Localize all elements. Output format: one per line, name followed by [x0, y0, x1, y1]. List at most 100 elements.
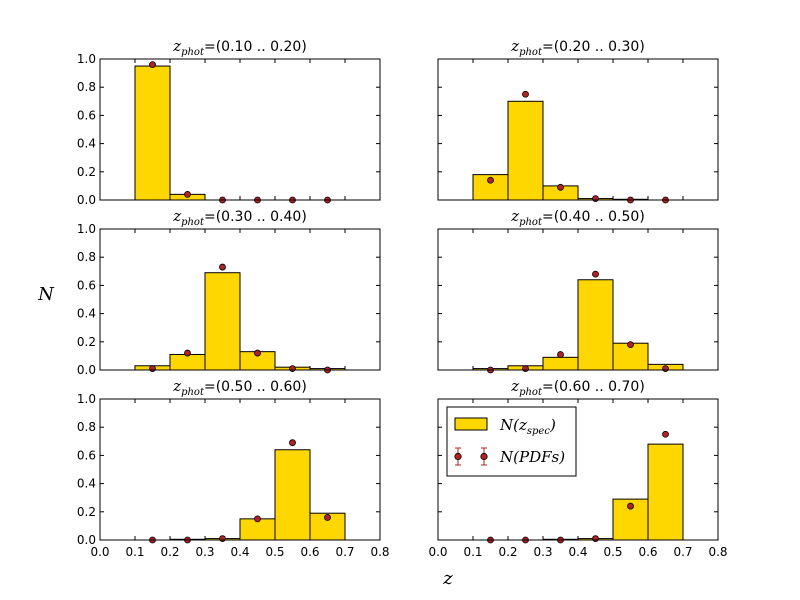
- point-2-2: [522, 90, 529, 98]
- point-6-6: [662, 430, 669, 438]
- title-z: z: [510, 37, 519, 55]
- y-tick-label: 1.0: [77, 392, 96, 406]
- title-range: =(0.60 .. 0.70): [542, 379, 645, 395]
- panel-4: zphot=(0.40 .. 0.50): [437, 207, 719, 374]
- point-5-3: [219, 535, 226, 542]
- title-z: z: [510, 377, 519, 395]
- y-tick-label: 0.0: [77, 193, 96, 207]
- title-range: =(0.50 .. 0.60): [204, 379, 307, 395]
- panel-title-3: zphot=(0.30 .. 0.40): [172, 207, 307, 228]
- point-4-4: [592, 270, 599, 278]
- bar-6-6: [647, 443, 684, 541]
- panel-title-1: zphot=(0.10 .. 0.20): [172, 37, 307, 58]
- panel-6: 0.0 0.1 0.2 0.3 0.4 0.5 0.6 0.7 0.8 zphot=(0.60 .…: [428, 377, 727, 559]
- legend-hist-end: ): [549, 416, 556, 434]
- y-tick-label: 0.8: [77, 420, 96, 434]
- x-axis-label: z: [442, 568, 453, 589]
- title-sub: phot: [181, 47, 205, 58]
- point-4-3: [557, 351, 564, 358]
- x-tick-label: 0.7: [673, 545, 692, 559]
- title-range: =(0.10 .. 0.20): [204, 39, 307, 55]
- point-1-1: [149, 61, 156, 69]
- title-sub: phot: [519, 47, 543, 58]
- point-6-4: [592, 535, 599, 542]
- x-tick-label: 0.3: [533, 545, 552, 559]
- bar-1-1: [134, 65, 171, 201]
- y-tick-label: 0.8: [77, 250, 96, 264]
- x-tick-label: 0.4: [230, 545, 249, 559]
- panel-1: 0.0 0.2 0.4 0.6 0.8 1.0 zphot=(0.10 .. 0.20): [77, 37, 381, 207]
- point-2-4: [592, 195, 599, 202]
- point-3-5: [289, 365, 296, 372]
- point-5-5: [289, 439, 296, 447]
- title-sub: phot: [181, 387, 205, 398]
- x-tick-label: 0.1: [125, 545, 144, 559]
- point-2-3: [557, 183, 564, 191]
- y-axis-label: N: [37, 284, 55, 305]
- y-tick-label: 0.6: [77, 108, 96, 122]
- title-range: =(0.20 .. 0.30): [542, 39, 645, 55]
- title-z: z: [172, 37, 181, 55]
- legend-points-label: N(PDFs): [499, 448, 565, 466]
- point-6-5: [627, 502, 634, 510]
- bar-5-5: [274, 449, 311, 541]
- title-sub: phot: [181, 217, 205, 228]
- x-tick-label: 0.7: [335, 545, 354, 559]
- bar-4-4: [577, 279, 614, 371]
- legend-hist-swatch: [454, 417, 488, 431]
- x-tick-label: 0.0: [428, 545, 447, 559]
- point-4-5: [627, 341, 634, 349]
- y-tick-label: 0.6: [77, 278, 96, 292]
- legend-hist-label: N(zspec): [499, 416, 556, 437]
- panel-2: zphot=(0.20 .. 0.30): [437, 37, 719, 204]
- bar-3-3: [204, 272, 241, 371]
- y-tick-label: 0.4: [77, 137, 96, 151]
- y-tick-label: 0.4: [77, 477, 96, 491]
- legend: N(zspec) N(PDFs): [446, 406, 577, 477]
- x-tick-label: 0.4: [568, 545, 587, 559]
- y-tick-label: 0.2: [77, 505, 96, 519]
- y-tick-label: 0.6: [77, 448, 96, 462]
- panel-title-6: zphot=(0.60 .. 0.70): [510, 377, 645, 398]
- point-5-6: [324, 514, 331, 521]
- x-tick-label: 0.6: [638, 545, 657, 559]
- x-tick-label: 0.2: [160, 545, 179, 559]
- x-tick-label: 0.6: [300, 545, 319, 559]
- title-range: =(0.40 .. 0.50): [542, 209, 645, 225]
- legend-hist-main: N(z: [499, 416, 527, 434]
- legend-points-marker: [454, 447, 488, 466]
- bar-2-2: [507, 100, 544, 201]
- y-tick-label: 0.8: [77, 80, 96, 94]
- panel-title-4: zphot=(0.40 .. 0.50): [510, 207, 645, 228]
- x-tick-label: 0.8: [370, 545, 389, 559]
- bar-4-3: [542, 356, 579, 371]
- x-tick-label: 0.3: [195, 545, 214, 559]
- point-3-2: [184, 349, 191, 357]
- panel-3: 0.0 0.2 0.4 0.6 0.8 1.0 zphot=(0.30 .. 0.40): [77, 207, 381, 377]
- x-tick-label: 0.8: [708, 545, 727, 559]
- x-tick-label: 0.0: [90, 545, 109, 559]
- title-sub: phot: [519, 217, 543, 228]
- title-sub: phot: [519, 387, 543, 398]
- y-tick-label: 0.4: [77, 307, 96, 321]
- x-tick-label: 0.5: [265, 545, 284, 559]
- y-tick-label: 0.0: [77, 363, 96, 377]
- panel-5: 0.0 0.2 0.4 0.6 0.8 1.0 0.0 0.1 0.2 0.3 0.4 0.5 0.6 0…: [77, 377, 390, 559]
- y-tick-label: 1.0: [77, 52, 96, 66]
- point-2-1: [487, 176, 494, 184]
- point-3-3: [219, 263, 226, 271]
- title-z: z: [172, 207, 181, 225]
- point-5-4: [254, 515, 261, 523]
- point-3-4: [254, 349, 261, 357]
- panel-title-2: zphot=(0.20 .. 0.30): [510, 37, 645, 58]
- point-4-6: [662, 365, 669, 372]
- point-4-2: [522, 365, 529, 372]
- panel-title-5: zphot=(0.50 .. 0.60): [172, 377, 307, 398]
- point-1-2: [184, 190, 191, 198]
- y-tick-label: 0.2: [77, 165, 96, 179]
- x-tick-label: 0.2: [498, 545, 517, 559]
- bar-3-2: [169, 353, 206, 371]
- point-3-1: [149, 365, 156, 372]
